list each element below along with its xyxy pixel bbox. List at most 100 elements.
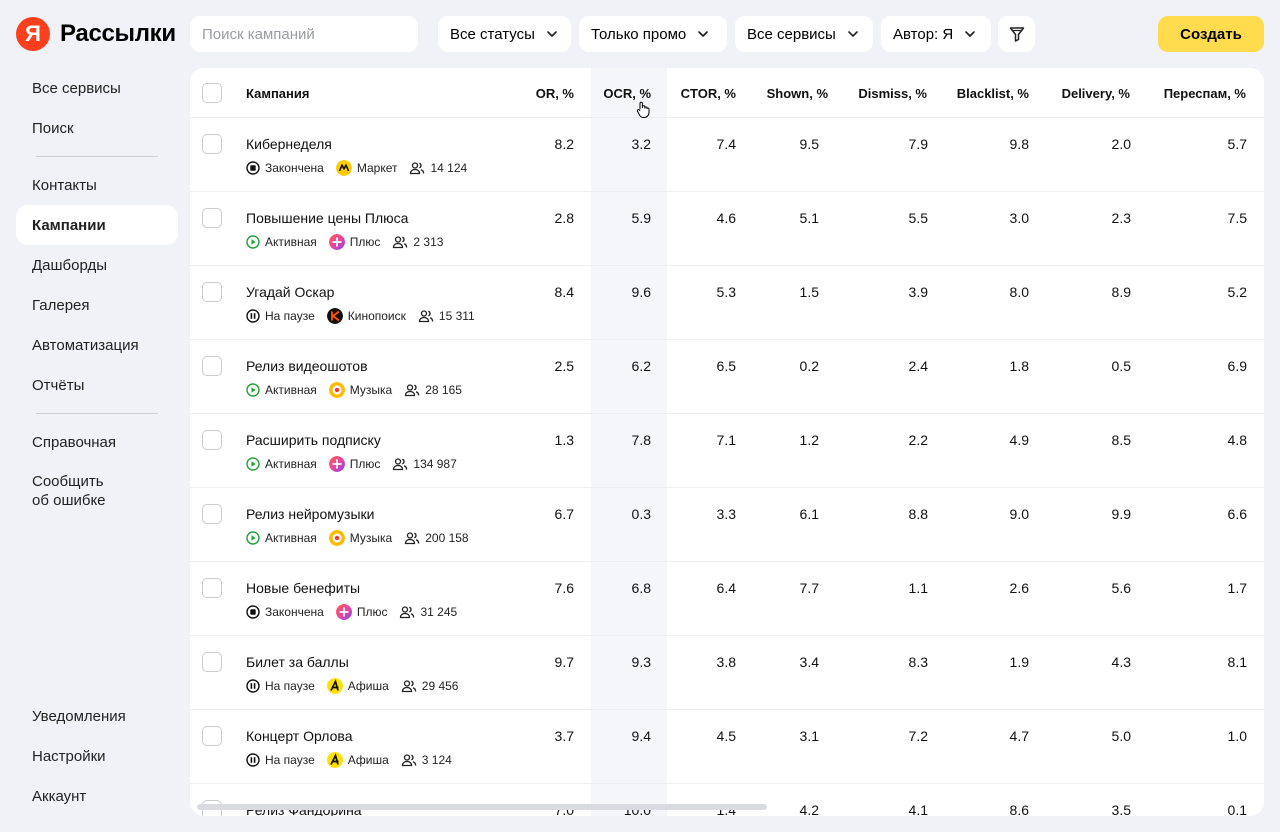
status-active-icon (246, 383, 260, 397)
campaign-name[interactable]: Релиз видеошотов (246, 358, 368, 374)
select-all-checkbox[interactable] (202, 83, 222, 103)
metric-value: 6.1 (799, 506, 819, 522)
table-row[interactable]: Угадай Оскар На паузе Кинопоиск 15 311 8.4 9.… (190, 266, 1264, 340)
campaign-status: Активная (265, 383, 317, 397)
metric-value: 9.0 (1009, 506, 1029, 522)
metric-value: 9.9 (1111, 506, 1131, 522)
report-bug-line1: Сообщить (32, 473, 104, 490)
table-row[interactable]: Повышение цены Плюса Активная Плюс 2 313 2.8… (190, 192, 1264, 266)
metric-value: 1.3 (554, 432, 574, 448)
filter-status-dropdown[interactable]: Все статусы (438, 16, 571, 52)
funnel-icon (1009, 27, 1024, 42)
header-ctor[interactable]: CTOR, % (680, 86, 736, 101)
row-checkbox[interactable] (202, 504, 222, 524)
filter-services-dropdown[interactable]: Все сервисы (735, 16, 873, 52)
search-input[interactable] (190, 16, 418, 52)
table-row[interactable]: Новые бенефиты Закончена Плюс 31 245 7.6 6.8 6… (190, 562, 1264, 636)
metric-value: 9.8 (1009, 136, 1029, 152)
row-checkbox[interactable] (202, 430, 222, 450)
plus-service-icon (328, 234, 345, 250)
table-header: Кампания OR, % OCR, % CTOR, % Shown, % D… (190, 68, 1264, 118)
header-overspam[interactable]: Переспам, % (1163, 86, 1246, 101)
row-checkbox[interactable] (202, 726, 222, 746)
table-row[interactable]: Концерт Орлова На паузе Афиша 3 124 3.7 9.4 4.… (190, 710, 1264, 784)
metric-value: 6.6 (1227, 506, 1247, 522)
status-finished-icon (246, 161, 260, 175)
campaign-name[interactable]: Новые бенефиты (246, 580, 361, 596)
app-title: Рассылки (60, 20, 176, 47)
table-row[interactable]: Релиз Фандорина7.010.01.44.24.18.63.50.1 (190, 784, 1264, 816)
table-row[interactable]: Релиз нейромузыки Активная Музыка 200 158 6.… (190, 488, 1264, 562)
campaign-name[interactable]: Билет за баллы (246, 654, 349, 670)
sidebar-item-help[interactable]: Справочная (32, 433, 117, 451)
table-row[interactable]: Расширить подписку Активная Плюс 134 987 1.3… (190, 414, 1264, 488)
metric-value: 6.4 (716, 580, 736, 596)
sidebar-item-settings[interactable]: Настройки (32, 747, 106, 765)
afisha-service-icon (326, 752, 343, 768)
row-checkbox[interactable] (202, 652, 222, 672)
chevron-down-icon (698, 31, 709, 37)
filter-services-label: Все сервисы (747, 25, 836, 43)
header-blacklist[interactable]: Blacklist, % (956, 86, 1029, 101)
sidebar-item-campaigns[interactable]: Кампании (16, 205, 178, 245)
campaign-name[interactable]: Расширить подписку (246, 432, 381, 448)
horizontal-scrollbar[interactable] (197, 804, 767, 810)
sidebar-item-contacts[interactable]: Контакты (32, 176, 97, 194)
sidebar-item-search[interactable]: Поиск (32, 119, 74, 137)
campaign-status: Закончена (265, 161, 324, 175)
filter-promo-dropdown[interactable]: Только промо (579, 16, 727, 52)
campaign-name[interactable]: Релиз нейромузыки (246, 506, 375, 522)
chevron-down-icon (965, 31, 976, 37)
sidebar-item-automation[interactable]: Автоматизация (32, 336, 139, 354)
afisha-service-icon (326, 678, 343, 694)
row-checkbox[interactable] (202, 208, 222, 228)
campaign-name[interactable]: Угадай Оскар (246, 284, 335, 300)
metric-value: 0.2 (799, 358, 819, 374)
sidebar-item-dashboards[interactable]: Дашборды (32, 256, 107, 274)
status-paused-icon (246, 679, 260, 693)
header-campaign[interactable]: Кампания (246, 86, 310, 101)
table-row[interactable]: Кибернеделя Закончена Маркет 14 124 8.2 3.2 7.… (190, 118, 1264, 192)
metric-value: 1.1 (908, 580, 928, 596)
row-checkbox[interactable] (202, 134, 222, 154)
metric-value: 4.3 (1111, 654, 1131, 670)
chevron-down-icon (848, 31, 858, 37)
campaign-meta: Активная Музыка 28 165 (246, 382, 462, 398)
audience-icon (410, 162, 425, 175)
sidebar-item-reports[interactable]: Отчёты (32, 376, 85, 394)
campaign-name[interactable]: Повышение цены Плюса (246, 210, 409, 226)
sidebar-item-account[interactable]: Аккаунт (32, 787, 87, 805)
sidebar-item-gallery[interactable]: Галерея (32, 296, 90, 314)
header-or[interactable]: OR, % (535, 86, 574, 101)
metric-value: 4.9 (1009, 432, 1029, 448)
header-shown[interactable]: Shown, % (766, 86, 828, 101)
campaign-status: На паузе (265, 309, 315, 323)
table-row[interactable]: Релиз видеошотов Активная Музыка 28 165 2.5 6… (190, 340, 1264, 414)
header-ocr[interactable]: OCR, % (603, 86, 651, 101)
sidebar-item-all-services[interactable]: Все сервисы (32, 79, 121, 97)
metric-value: 5.3 (716, 284, 736, 300)
campaign-audience: 200 158 (425, 531, 469, 545)
table-row[interactable]: Билет за баллы На паузе Афиша 29 456 9.7 9.3 3… (190, 636, 1264, 710)
metric-value: 9.5 (799, 136, 819, 152)
sidebar-item-report-bug[interactable]: Сообщить об ошибке (16, 472, 178, 516)
campaign-status: Активная (265, 457, 317, 471)
metric-value: 8.6 (1009, 802, 1029, 816)
create-button[interactable]: Создать (1158, 16, 1264, 52)
sidebar-item-notifications[interactable]: Уведомления (32, 707, 126, 725)
filter-button[interactable] (998, 16, 1035, 52)
row-checkbox[interactable] (202, 578, 222, 598)
header-dismiss[interactable]: Dismiss, % (858, 86, 927, 101)
app-logo[interactable]: Я Рассылки (16, 17, 176, 51)
campaign-name[interactable]: Концерт Орлова (246, 728, 353, 744)
metric-value: 7.7 (799, 580, 819, 596)
metric-value: 1.7 (1227, 580, 1247, 596)
filter-author-dropdown[interactable]: Автор: Я (881, 16, 991, 52)
metric-value: 8.1 (1227, 654, 1247, 670)
audience-icon (401, 754, 417, 767)
row-checkbox[interactable] (202, 282, 222, 302)
row-checkbox[interactable] (202, 356, 222, 376)
campaign-audience: 29 456 (421, 679, 459, 693)
header-delivery[interactable]: Delivery, % (1061, 86, 1130, 101)
campaign-name[interactable]: Кибернеделя (246, 136, 332, 152)
